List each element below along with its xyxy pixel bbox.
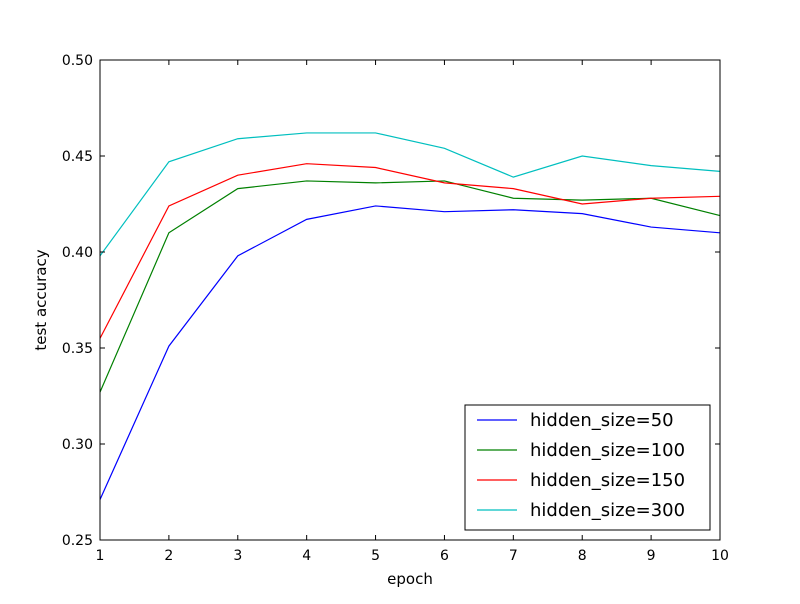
legend-label: hidden_size=100 (530, 440, 685, 461)
y-tick-label: 0.35 (62, 341, 93, 357)
x-tick-label: 5 (371, 548, 380, 564)
y-axis-label: test accuracy (32, 249, 50, 350)
x-axis-label: epoch (387, 570, 433, 588)
x-tick-label: 4 (302, 548, 311, 564)
x-tick-label: 7 (509, 548, 518, 564)
y-tick-label: 0.45 (62, 149, 93, 165)
legend-label: hidden_size=150 (530, 470, 685, 491)
series-line-3 (99, 163, 721, 339)
x-tick-label: 6 (440, 548, 449, 564)
x-tick-label: 10 (711, 548, 729, 564)
x-tick-label: 3 (233, 548, 242, 564)
y-tick-label: 0.25 (62, 533, 93, 549)
legend: hidden_size=50 hidden_size=100 hidden_size… (464, 404, 711, 531)
y-tick-label: 0.50 (62, 53, 93, 69)
y-tick-label: 0.40 (62, 245, 93, 261)
legend-label: hidden_size=300 (530, 500, 685, 521)
x-tick-label: 1 (96, 548, 105, 564)
x-tick-label: 9 (647, 548, 656, 564)
plot-frame (99, 59, 721, 541)
legend-box (464, 404, 711, 531)
ticks-layer: 1 2 3 4 5 6 7 8 9 10 0.25 0.30 0.35 0.40 0.45 0.50 (62, 53, 729, 564)
x-tick-label: 8 (578, 548, 587, 564)
series-layer (99, 132, 721, 500)
x-tick-label: 2 (164, 548, 173, 564)
series-line-1 (99, 205, 721, 500)
y-tick-label: 0.30 (62, 437, 93, 453)
legend-label: hidden_size=50 (530, 410, 674, 431)
series-line-2 (99, 180, 721, 393)
series-line-4 (99, 132, 721, 257)
